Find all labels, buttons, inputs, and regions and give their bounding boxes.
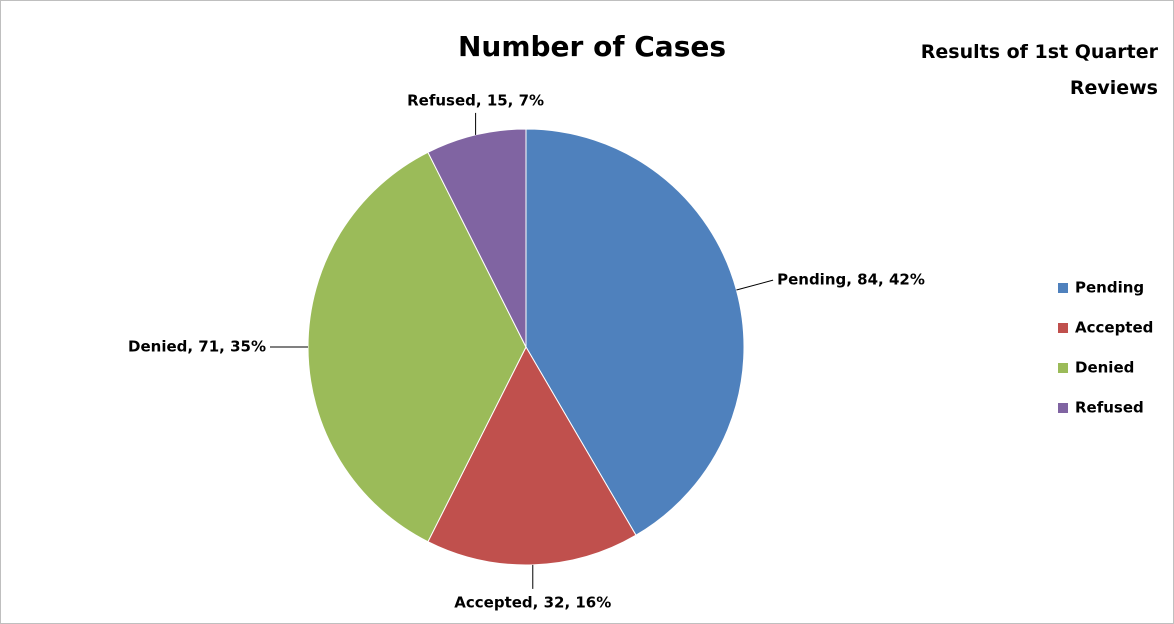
data-label: Denied, 71, 35%	[128, 338, 266, 356]
pie-slice	[525, 128, 745, 536]
data-label: Refused, 15, 7%	[407, 91, 544, 109]
legend-label: Denied	[1075, 359, 1134, 377]
leader-line	[736, 279, 774, 291]
chart-title: Number of Cases	[458, 30, 726, 63]
legend-swatch	[1058, 323, 1068, 333]
data-label: Pending, 84, 42%	[777, 271, 925, 289]
legend-label: Pending	[1075, 279, 1144, 297]
data-label: Accepted, 32, 16%	[454, 593, 611, 611]
legend-label: Refused	[1075, 399, 1144, 417]
legend-swatch	[1058, 363, 1068, 373]
legend-swatch	[1058, 283, 1068, 293]
annotation: Results of 1st Quarter Reviews	[920, 41, 1158, 99]
legend-swatch	[1058, 403, 1068, 413]
pie-slice	[427, 128, 527, 348]
legend-label: Accepted	[1075, 319, 1153, 337]
